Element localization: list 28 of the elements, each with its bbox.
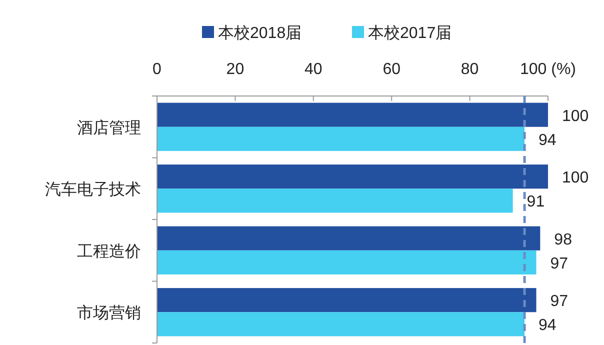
x-tick-label: 0 <box>152 61 162 78</box>
legend-label: 本校2017届 <box>368 24 452 42</box>
bar <box>157 188 513 213</box>
data-label: 98 <box>554 231 572 248</box>
x-tick-label: 100 (%) <box>520 61 576 78</box>
y-tick-label: 酒店管理 <box>77 118 141 137</box>
bar <box>157 164 548 189</box>
bar <box>157 102 548 127</box>
x-tick-label: 40 <box>304 61 322 78</box>
x-tick-label: 80 <box>460 61 479 78</box>
data-label: 91 <box>526 194 545 211</box>
bar <box>157 312 525 336</box>
bar <box>157 288 536 312</box>
data-label: 97 <box>550 293 568 310</box>
data-label: 94 <box>538 317 556 334</box>
legend-label: 本校2018届 <box>218 24 302 42</box>
bar <box>157 250 536 274</box>
x-tick-label: 20 <box>226 61 244 78</box>
data-label: 100 <box>562 170 589 187</box>
y-tick-label: 市场营销 <box>77 304 141 322</box>
bar <box>157 226 540 250</box>
y-tick-label: 汽车电子技术 <box>45 180 141 199</box>
data-label: 97 <box>550 255 568 272</box>
data-label: 100 <box>562 108 589 125</box>
bar <box>157 126 525 151</box>
y-tick-label: 工程造价 <box>77 242 141 260</box>
data-label: 94 <box>538 132 556 149</box>
x-tick-label: 60 <box>382 61 401 78</box>
